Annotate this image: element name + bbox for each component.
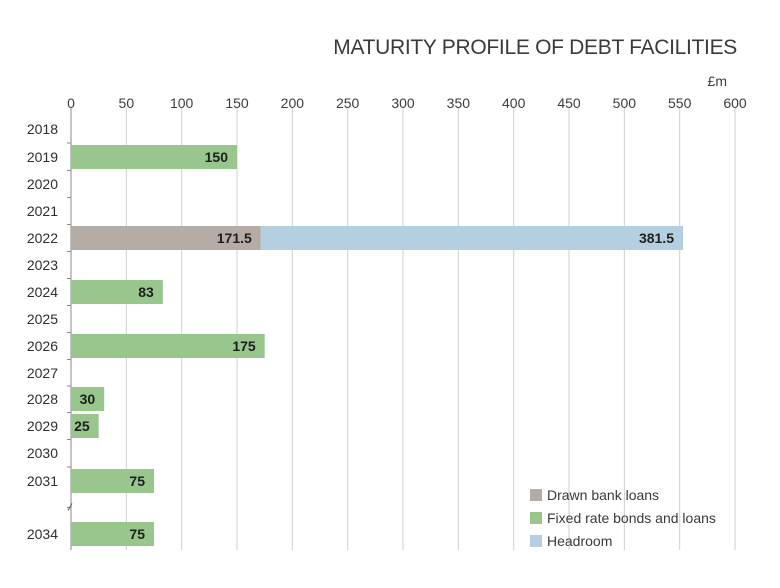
legend: Drawn bank loans Fixed rate bonds and loa… (530, 487, 716, 549)
bar-drawn-bank-loans-2022 (71, 226, 261, 250)
year-label-2026: 2026 (27, 338, 58, 354)
year-label-2024: 2024 (27, 284, 58, 300)
data-label-drawn-bank-loans-2022: 171.5 (217, 230, 252, 246)
data-label-headroom-2022: 381.5 (639, 230, 674, 246)
year-label-2022: 2022 (27, 230, 58, 246)
bars (71, 145, 684, 546)
x-tick-label-550: 550 (668, 95, 692, 111)
legend-label-drawn-bank-loans: Drawn bank loans (547, 487, 659, 503)
x-tick-label-400: 400 (502, 95, 526, 111)
x-tick-label-600: 600 (723, 95, 747, 111)
data-labels: 171.5 150 83 175 30 25 75 75 381.5 (74, 149, 674, 542)
year-label-2028: 2028 (27, 391, 58, 407)
bar-fixed-rate-bonds-and-loans-2026 (71, 334, 265, 358)
year-label-2023: 2023 (27, 257, 58, 273)
legend-swatch-headroom (530, 535, 542, 547)
x-tick-label-350: 350 (447, 95, 471, 111)
year-label-2030: 2030 (27, 445, 58, 461)
bar-fixed-rate-bonds-and-loans-2028 (71, 387, 105, 411)
year-label-2021: 2021 (27, 203, 58, 219)
bar-fixed-rate-bonds-and-loans-2034 (71, 522, 155, 546)
legend-label-fixed-rate-bonds-and-loans: Fixed rate bonds and loans (547, 510, 716, 526)
chart-title: MATURITY PROFILE OF DEBT FACILITIES (333, 36, 737, 59)
x-tick-label-0: 0 (67, 95, 75, 111)
legend-swatch-fixed-rate-bonds-and-loans (530, 512, 542, 524)
bar-fixed-rate-bonds-and-loans-2019 (71, 145, 238, 169)
x-tick-label-200: 200 (281, 95, 305, 111)
year-label-2027: 2027 (27, 365, 58, 381)
bar-fixed-rate-bonds-and-loans-2024 (71, 280, 163, 304)
year-label-2018: 2018 (27, 121, 58, 137)
data-label-fixed-rate-bonds-and-loans-2034: 75 (129, 526, 145, 542)
x-tick-label-50: 50 (119, 95, 135, 111)
data-label-fixed-rate-bonds-and-loans-2026: 175 (232, 338, 256, 354)
year-label-2031: 2031 (27, 473, 58, 489)
data-label-fixed-rate-bonds-and-loans-2031: 75 (129, 473, 145, 489)
year-label-2020: 2020 (27, 176, 58, 192)
grid-lines (67, 107, 736, 550)
bar-fixed-rate-bonds-and-loans-2031 (71, 469, 155, 493)
x-tick-label-150: 150 (225, 95, 249, 111)
x-axis-tick-labels: 0 50 100 150 200 250 300 350 400 450 500 550 600 (67, 95, 747, 111)
x-tick-label-500: 500 (613, 95, 637, 111)
x-tick-label-300: 300 (391, 95, 415, 111)
x-tick-label-250: 250 (336, 95, 360, 111)
axis-break-mark (67, 503, 73, 511)
unit-label: £m (708, 73, 727, 89)
legend-label-headroom: Headroom (547, 533, 612, 549)
year-label-2034: 2034 (27, 526, 58, 542)
legend-swatch-drawn-bank-loans (530, 489, 542, 501)
data-label-fixed-rate-bonds-and-loans-2029: 25 (74, 418, 90, 434)
year-label-2025: 2025 (27, 311, 58, 327)
bar-fixed-rate-bonds-and-loans-2029 (71, 414, 99, 438)
data-label-fixed-rate-bonds-and-loans-2019: 150 (205, 149, 229, 165)
data-label-fixed-rate-bonds-and-loans-2024: 83 (138, 284, 154, 300)
bar-headroom-2022 (260, 226, 684, 250)
y-axis-year-labels: 2018 2019 2020 2021 2022 2023 2024 2025 2026 2027… (27, 121, 58, 542)
data-label-fixed-rate-bonds-and-loans-2028: 30 (80, 391, 96, 407)
year-label-2029: 2029 (27, 418, 58, 434)
year-label-2019: 2019 (27, 149, 58, 165)
x-tick-label-450: 450 (557, 95, 581, 111)
x-tick-label-100: 100 (170, 95, 194, 111)
